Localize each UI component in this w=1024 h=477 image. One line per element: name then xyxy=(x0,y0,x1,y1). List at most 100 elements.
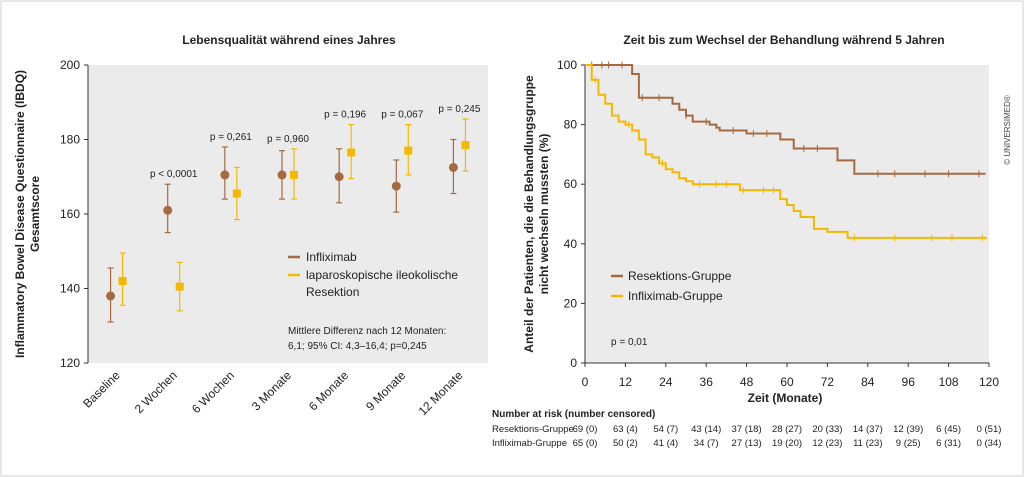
right-y-tick-label: 100 xyxy=(557,58,577,72)
data-point-infliximab xyxy=(106,291,116,301)
risk-table-cell: 63 (4) xyxy=(613,424,638,435)
risk-table-cell: 11 (23) xyxy=(853,438,882,449)
p-value-label: p = 0,960 xyxy=(267,134,309,145)
risk-table-cell: 6 (31) xyxy=(936,438,961,449)
risk-table-cell: 41 (4) xyxy=(653,438,678,449)
risk-table-cell: 0 (34) xyxy=(977,438,1002,449)
right-x-tick-label: 108 xyxy=(939,375,959,389)
right-chart-title: Zeit bis zum Wechsel der Behandlung währ… xyxy=(623,33,944,47)
data-point-resection xyxy=(175,282,184,291)
risk-table-cell: 27 (13) xyxy=(732,438,762,449)
right-x-tick-label: 48 xyxy=(740,375,754,389)
left-x-tick-label: 6 Monate xyxy=(306,368,352,414)
risk-table-cell: 50 (2) xyxy=(613,438,638,449)
legend-label-resection-line1: laparoskopische ileokolische xyxy=(306,268,458,282)
risk-table-cell: 14 (37) xyxy=(853,424,883,435)
data-point-resection xyxy=(404,146,413,155)
data-point-infliximab xyxy=(277,170,287,180)
data-point-resection xyxy=(232,189,241,198)
data-point-resection xyxy=(290,170,298,179)
right-x-tick-label: 72 xyxy=(821,375,835,389)
risk-table-cell: 9 (25) xyxy=(896,438,921,449)
right-x-tick-label: 12 xyxy=(619,375,633,389)
legend-label-resection-line2: Resektion xyxy=(306,285,359,299)
right-x-tick-label: 120 xyxy=(979,375,999,389)
data-point-resection xyxy=(118,277,127,286)
risk-table-cell: 0 (51) xyxy=(977,424,1002,435)
right-x-tick-label: 96 xyxy=(902,375,916,389)
right-x-tick-label: 24 xyxy=(659,375,673,389)
legend-label-infliximab-gruppe: Infliximab-Gruppe xyxy=(628,289,723,303)
left-note-line2: 6,1; 95% CI: 4,3–16,4; p=0,245 xyxy=(288,341,427,352)
risk-table-cell: 28 (27) xyxy=(772,424,802,435)
left-x-tick-label: 6 Wochen xyxy=(189,368,237,416)
right-y-tick-label: 20 xyxy=(564,296,578,310)
risk-table-cell: 54 (7) xyxy=(653,424,678,435)
data-point-infliximab xyxy=(448,162,458,172)
left-x-tick-label: Baseline xyxy=(80,368,123,411)
legend-label-infliximab: Infliximab xyxy=(306,250,357,264)
right-x-tick-label: 0 xyxy=(582,375,589,389)
p-value-label: p = 0,196 xyxy=(324,110,366,121)
risk-table-cell: 6 (45) xyxy=(936,424,961,435)
data-point-resection xyxy=(461,141,470,150)
right-y-tick-label: 0 xyxy=(570,356,577,370)
right-x-axis-label: Zeit (Monate) xyxy=(748,391,823,405)
data-point-infliximab xyxy=(334,172,344,182)
right-y-tick-label: 60 xyxy=(564,177,578,191)
right-p-value: p = 0,01 xyxy=(611,337,648,348)
risk-table-cell: 19 (20) xyxy=(772,438,802,449)
data-point-infliximab xyxy=(391,181,401,191)
left-plot-area xyxy=(88,65,488,363)
left-y-tick-label: 200 xyxy=(60,58,80,72)
left-x-tick-label: 12 Monate xyxy=(416,368,466,418)
risk-table-heading: Number at risk (number censored) xyxy=(492,409,655,420)
left-y-axis-label-line1: Inflammatory Bowel Disease Questionnaire… xyxy=(13,70,27,358)
left-y-tick-label: 140 xyxy=(60,282,80,296)
data-point-resection xyxy=(347,148,356,157)
treatment-switch-chart: Zeit bis zum Wechsel der Behandlung währ… xyxy=(492,33,1001,449)
left-y-axis-label-line2: Gesamtscore xyxy=(28,176,42,252)
left-x-tick-label: 3 Monate xyxy=(249,368,295,414)
p-value-label: p = 0,245 xyxy=(438,104,480,115)
risk-table-cell: 20 (33) xyxy=(812,424,842,435)
right-y-tick-label: 80 xyxy=(564,118,578,132)
right-x-tick-label: 36 xyxy=(700,375,714,389)
km-curve-infliximab-gruppe xyxy=(585,64,987,240)
left-chart-title: Lebensqualität während eines Jahres xyxy=(182,33,396,47)
risk-row-label-resection: Resektions-Gruppe xyxy=(492,424,574,435)
risk-table-cell: 12 (39) xyxy=(893,424,923,435)
risk-table-cell: 69 (0) xyxy=(573,424,598,435)
data-point-infliximab xyxy=(220,170,230,180)
left-y-tick-label: 160 xyxy=(60,207,80,221)
right-y-axis-label-line2: nicht wechseln mussten (%) xyxy=(537,134,551,295)
data-point-infliximab xyxy=(163,205,173,215)
risk-row-label-infliximab: Infliximab-Gruppe xyxy=(492,438,567,449)
quality-of-life-chart: Lebensqualität während eines Jahres 120 1… xyxy=(13,33,488,418)
risk-table-cell: 37 (18) xyxy=(732,424,762,435)
left-x-tick-label: 2 Wochen xyxy=(132,368,180,416)
left-note-line1: Mittlere Differenz nach 12 Monaten: xyxy=(288,326,446,337)
left-x-tick-label: 9 Monate xyxy=(363,368,409,414)
right-plot-area xyxy=(585,65,989,363)
p-value-label: p = 0,067 xyxy=(381,110,423,121)
legend-label-resektions-gruppe: Resektions-Gruppe xyxy=(628,269,732,283)
p-value-label: p < 0,0001 xyxy=(150,169,198,180)
risk-table-cell: 12 (23) xyxy=(812,438,842,449)
p-value-label: p = 0,261 xyxy=(210,132,252,143)
risk-table-cell: 65 (0) xyxy=(573,438,598,449)
right-y-tick-label: 40 xyxy=(564,237,578,251)
right-x-tick-label: 60 xyxy=(780,375,794,389)
left-legend: Infliximab laparoskopische ileokolische … xyxy=(288,250,458,299)
right-x-tick-label: 84 xyxy=(861,375,875,389)
left-y-tick-label: 120 xyxy=(60,356,80,370)
right-legend: Resektions-Gruppe Infliximab-Gruppe xyxy=(611,269,732,303)
km-curve-resektions-gruppe xyxy=(585,64,986,175)
left-y-tick-label: 180 xyxy=(60,133,80,147)
risk-table-cell: 43 (14) xyxy=(691,424,721,435)
right-y-axis-label-line1: Anteil der Patienten, die die Behandlung… xyxy=(522,75,536,353)
risk-table-cell: 34 (7) xyxy=(694,438,719,449)
copyright-notice: © UNIVERSIMED® xyxy=(1003,95,1012,165)
